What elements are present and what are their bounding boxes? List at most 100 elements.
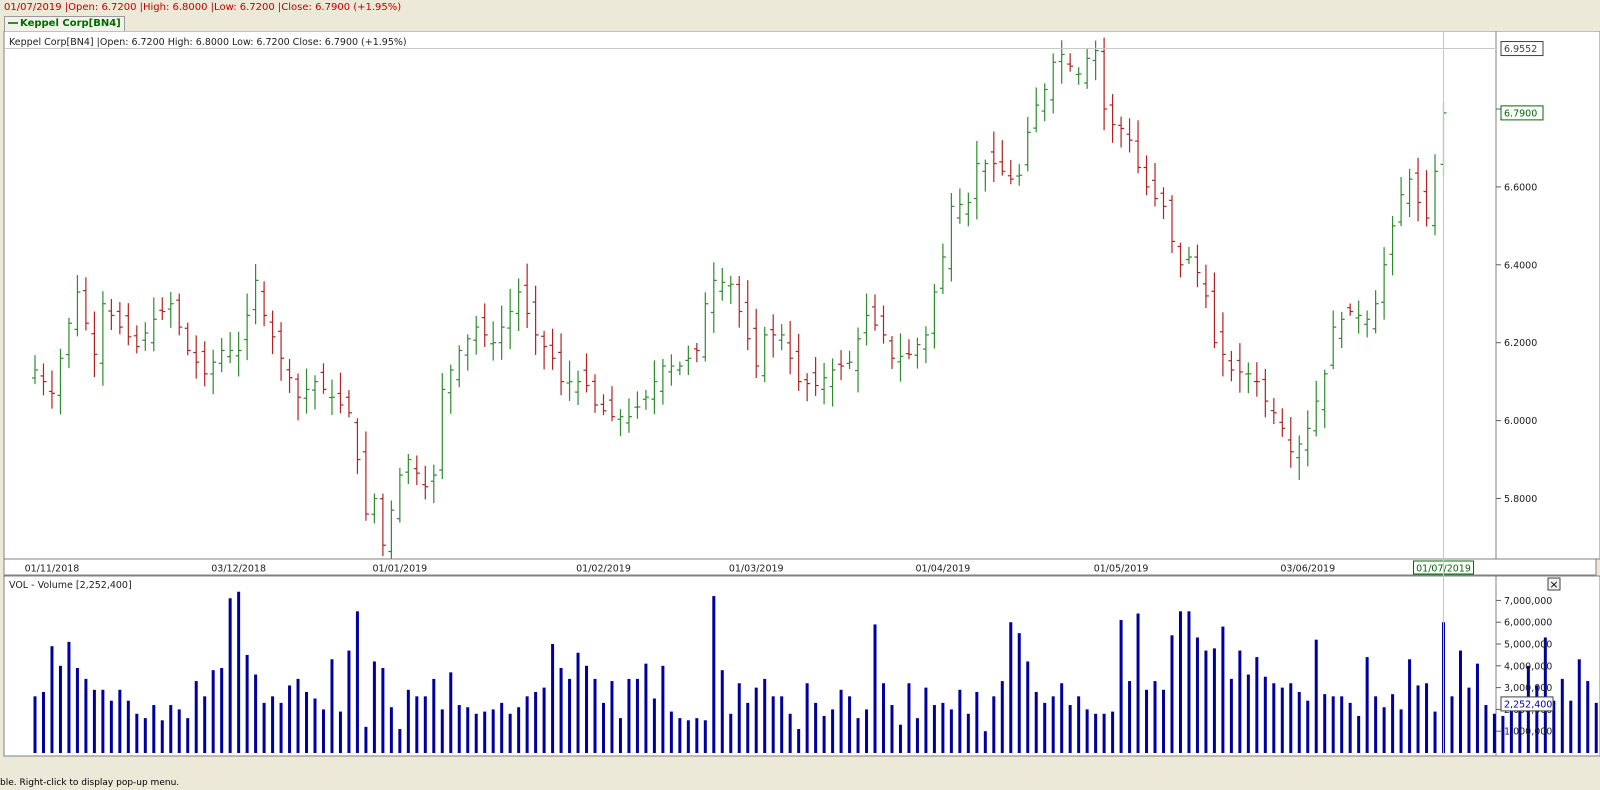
ohlc-bar bbox=[1236, 343, 1243, 393]
volume-bar bbox=[1077, 696, 1081, 753]
volume-bar bbox=[1594, 702, 1598, 753]
volume-bar bbox=[1416, 685, 1420, 753]
volume-bar bbox=[712, 596, 716, 753]
volume-bar bbox=[1365, 657, 1369, 753]
volume-bar bbox=[1162, 689, 1166, 753]
ohlc-bar bbox=[337, 372, 344, 414]
volume-bar bbox=[449, 672, 453, 753]
ohlc-bar bbox=[651, 360, 658, 415]
date-tick-label: 01/04/2019 bbox=[916, 564, 971, 575]
ohlc-bar bbox=[1092, 40, 1099, 81]
ohlc-bar bbox=[430, 464, 437, 504]
volume-bar bbox=[152, 705, 156, 753]
volume-bar bbox=[517, 707, 521, 753]
ohlc-bar bbox=[905, 339, 912, 360]
ohlc-bar bbox=[1067, 53, 1074, 72]
volume-bar bbox=[279, 702, 283, 753]
volume-bar bbox=[805, 683, 809, 753]
volume-bar bbox=[1535, 685, 1539, 753]
price-panel[interactable] bbox=[3, 31, 1497, 560]
ohlc-bar bbox=[642, 389, 649, 410]
ohlc-bar bbox=[659, 358, 666, 405]
ohlc-bar bbox=[490, 321, 497, 361]
volume-bar bbox=[848, 696, 852, 753]
ohlc-bar bbox=[1330, 310, 1337, 370]
ohlc-bar bbox=[753, 308, 760, 378]
price-panel-label: Keppel Corp[BN4] |Open: 6.7200 High: 6.8… bbox=[9, 37, 407, 48]
ohlc-bar bbox=[888, 335, 895, 370]
volume-bar bbox=[882, 683, 885, 753]
volume-bar bbox=[347, 650, 351, 753]
volume-bar bbox=[1195, 637, 1199, 753]
volume-bar bbox=[1391, 694, 1395, 753]
ohlc-bar bbox=[481, 303, 488, 347]
volume-bar bbox=[890, 705, 894, 753]
ohlc-bar bbox=[193, 335, 200, 379]
chart-area[interactable]: Keppel Corp[BN4] |Open: 6.7200 High: 6.8… bbox=[0, 31, 1600, 775]
volume-panel[interactable] bbox=[3, 575, 1497, 757]
ohlc-bar bbox=[125, 303, 132, 346]
ohlc-bar bbox=[507, 288, 514, 350]
volume-bar bbox=[1408, 659, 1412, 753]
volume-bar bbox=[695, 718, 699, 753]
ohlc-bar bbox=[244, 293, 251, 361]
ohlc-bar bbox=[74, 275, 81, 337]
ohlc-bar bbox=[1211, 272, 1218, 349]
volume-bar bbox=[313, 698, 317, 753]
volume-bar bbox=[932, 705, 936, 753]
volume-bar bbox=[101, 689, 105, 753]
volume-bar bbox=[194, 681, 198, 753]
date-tick-label: 03/12/2018 bbox=[211, 564, 266, 575]
volume-bar bbox=[262, 702, 266, 753]
date-tick-label: 01/11/2018 bbox=[25, 564, 80, 575]
volume-bar bbox=[576, 652, 580, 753]
volume-bar bbox=[1085, 709, 1089, 753]
ohlc-bar bbox=[1321, 369, 1328, 429]
ohlc-bar bbox=[1279, 408, 1286, 437]
ohlc-bar bbox=[948, 192, 955, 282]
volume-bar bbox=[1263, 676, 1267, 753]
volume-bar bbox=[686, 720, 690, 753]
ohlc-bar bbox=[1245, 362, 1252, 394]
volume-bar bbox=[585, 665, 589, 753]
ohlc-bar bbox=[922, 326, 929, 364]
volume-tick-label: 4,000,000 bbox=[1504, 661, 1552, 672]
price-marker-label: 6.9552 bbox=[1504, 44, 1537, 55]
volume-bar bbox=[618, 718, 622, 753]
volume-bar bbox=[457, 705, 461, 753]
volume-bar bbox=[1340, 696, 1344, 753]
ohlc-bar bbox=[999, 140, 1006, 176]
ohlc-bar bbox=[685, 345, 692, 376]
ohlc-bar bbox=[1389, 216, 1396, 276]
volume-bar bbox=[1280, 687, 1284, 753]
volume-bar bbox=[551, 644, 555, 753]
legend-tab-keppel[interactable]: Keppel Corp[BN4] bbox=[4, 16, 125, 32]
volume-tick-label: 6,000,000 bbox=[1504, 618, 1552, 629]
ohlc-bar bbox=[1296, 435, 1303, 480]
ohlc-bar bbox=[150, 297, 157, 352]
volume-close-button[interactable]: × bbox=[1547, 577, 1561, 591]
ohlc-bar bbox=[142, 322, 149, 351]
ohlc-bar bbox=[931, 283, 938, 349]
ohlc-bar bbox=[846, 350, 853, 370]
volume-axis-panel[interactable] bbox=[1495, 575, 1600, 757]
volume-bar bbox=[1425, 683, 1429, 753]
ohlc-bar bbox=[524, 263, 531, 328]
volume-bar bbox=[703, 720, 707, 753]
price-tick-label: 6.6000 bbox=[1504, 182, 1537, 193]
volume-marker-label: 2,252,400 bbox=[1504, 699, 1552, 710]
ohlc-bar bbox=[422, 466, 429, 500]
volume-bar bbox=[661, 665, 665, 753]
date-tick-label: 01/05/2019 bbox=[1094, 564, 1149, 575]
volume-bar bbox=[865, 709, 869, 753]
volume-bar bbox=[1009, 622, 1013, 753]
ohlc-bar bbox=[541, 330, 548, 370]
volume-bar bbox=[534, 691, 538, 753]
ohlc-bar bbox=[1432, 154, 1439, 236]
volume-bar bbox=[1297, 691, 1301, 753]
ohlc-bar bbox=[736, 276, 743, 328]
volume-bar bbox=[67, 641, 71, 753]
ohlc-bar bbox=[634, 391, 641, 419]
volume-bar bbox=[1153, 681, 1157, 753]
ohlc-bar bbox=[1168, 195, 1175, 254]
